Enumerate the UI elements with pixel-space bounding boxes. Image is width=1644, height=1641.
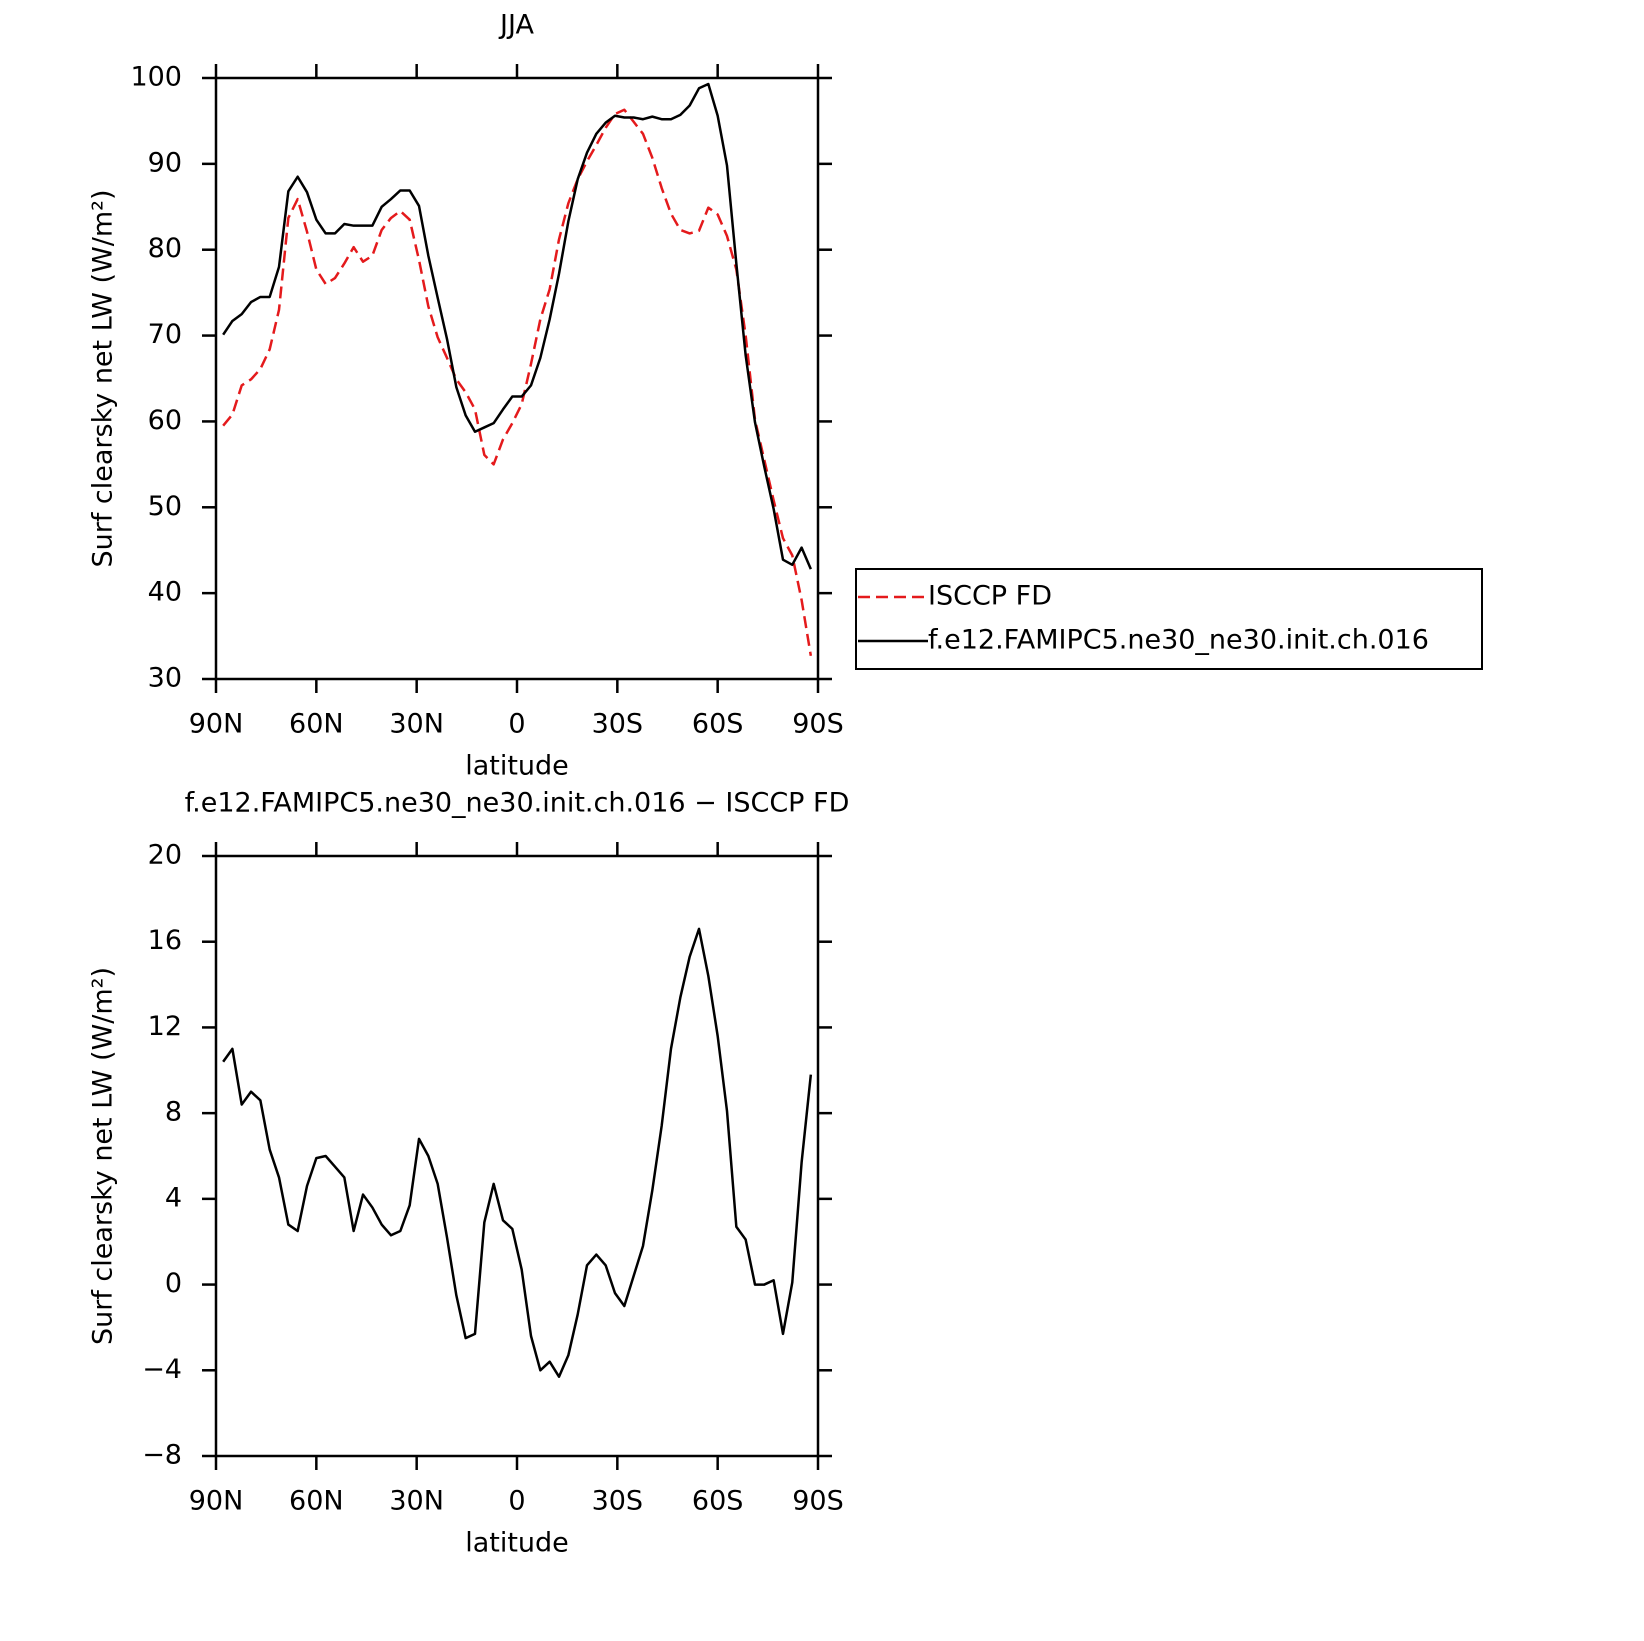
x-tick-label: 30S (592, 1486, 644, 1517)
plot-frame (214, 854, 820, 1458)
x-axis-label: latitude (465, 1528, 569, 1559)
y-tick-label: −8 (142, 1440, 182, 1471)
x-tick-label: 60N (289, 1486, 344, 1517)
y-tick-label: 50 (148, 491, 182, 522)
x-tick-label: 90N (189, 1486, 244, 1517)
x-tick-label: 60N (289, 709, 344, 740)
data-line (222, 108, 813, 657)
legend-box (855, 568, 1483, 670)
chart-title: JJA (498, 10, 534, 41)
y-tick-label: 40 (148, 577, 182, 608)
x-tick-label: 30N (389, 1486, 444, 1517)
y-tick-label: 0 (165, 1268, 182, 1299)
y-tick-label: 8 (165, 1097, 182, 1128)
x-tick-label: 90S (792, 1486, 844, 1517)
y-axis-label: Surf clearsky net LW (W/m²) (88, 189, 119, 567)
legend-label: ISCCP FD (928, 581, 1052, 612)
plot-frame (214, 76, 820, 681)
chart-title: f.e12.FAMIPC5.ne30_ne30.init.ch.016 − IS… (185, 788, 850, 819)
x-tick-label: 30N (389, 709, 444, 740)
x-tick-label: 30S (592, 709, 644, 740)
y-tick-label: 4 (165, 1182, 182, 1213)
y-tick-label: 16 (148, 925, 182, 956)
y-tick-label: −4 (142, 1354, 182, 1385)
x-tick-label: 0 (508, 709, 525, 740)
y-tick-label: 80 (148, 233, 182, 264)
legend-label: f.e12.FAMIPC5.ne30_ne30.init.ch.016 (928, 625, 1429, 656)
data-line (222, 927, 813, 1378)
y-tick-label: 20 (148, 840, 182, 871)
y-tick-label: 30 (148, 663, 182, 694)
y-tick-label: 70 (148, 319, 182, 350)
data-line (222, 82, 812, 570)
x-axis-label: latitude (465, 751, 569, 782)
x-tick-label: 60S (692, 709, 744, 740)
y-tick-label: 60 (148, 405, 182, 436)
y-tick-label: 100 (130, 62, 182, 93)
y-axis-label: Surf clearsky net LW (W/m²) (88, 967, 119, 1345)
x-tick-label: 60S (692, 1486, 744, 1517)
y-tick-label: 12 (148, 1011, 182, 1042)
x-tick-label: 90N (189, 709, 244, 740)
y-tick-label: 90 (148, 147, 182, 178)
x-tick-label: 0 (508, 1486, 525, 1517)
x-tick-label: 90S (792, 709, 844, 740)
